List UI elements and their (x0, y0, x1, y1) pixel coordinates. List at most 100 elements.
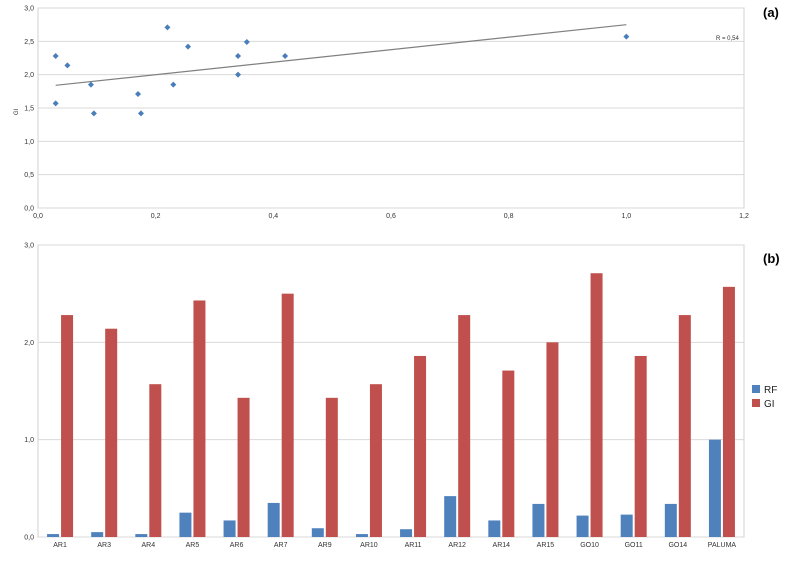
bar-gi-ar15 (546, 342, 559, 537)
scatter-y-tick-label: 1,0 (24, 139, 34, 146)
scatter-y-tick-label: 2,5 (24, 39, 34, 46)
bar-rf-ar5 (179, 512, 192, 537)
scatter-x-tick-label: 1,0 (621, 213, 631, 220)
bar-gi-go14 (678, 315, 691, 537)
scatter-y-tick-label: 3,0 (24, 6, 34, 13)
bar-x-tick-label: AR5 (186, 542, 200, 549)
bar-x-tick-label: AR7 (274, 542, 288, 549)
bar-rf-ar7 (267, 502, 280, 537)
scatter-x-tick-label: 0,0 (33, 213, 43, 220)
scatter-point (235, 71, 242, 78)
bar-x-tick-label: GO14 (668, 542, 687, 549)
bar-x-tick-label: AR14 (493, 542, 511, 549)
bar-x-tick-label: GO11 (625, 542, 643, 549)
bar-y-tick-label: 0,0 (24, 535, 34, 542)
bar-y-tick-label: 3,0 (24, 243, 34, 250)
bar-rf-ar14 (488, 520, 501, 537)
bar-x-tick-label: AR10 (360, 542, 378, 549)
bar-series (47, 273, 735, 537)
bar-x-tick-labels: AR1 AR3 AR4 AR5 AR6 AR7 AR9 AR10 AR11 AR12 AR14 AR1… (53, 542, 736, 549)
bar-rf-ar11 (400, 529, 413, 537)
bar-rf-ar4 (135, 534, 148, 537)
scatter-panel: 0,0 0,5 1,0 1,5 2,0 2,5 3,0 0,0 0,2 0,4 0,6 0,8 1,0… (14, 5, 779, 220)
bar-x-tick-label: AR3 (97, 542, 111, 549)
bar-gi-ar10 (369, 384, 382, 537)
bar-y-tick-label: 1,0 (24, 437, 34, 444)
bar-gi-ar6 (237, 397, 250, 537)
bar-x-tick-label: AR4 (142, 542, 156, 549)
scatter-trendline (55, 24, 627, 86)
bar-rf-ar3 (91, 532, 104, 537)
bar-x-tick-label: AR11 (405, 542, 422, 549)
bar-gi-go11 (634, 355, 647, 537)
legend-label-gi: GI (764, 399, 775, 410)
scatter-trendline-group (55, 24, 627, 86)
scatter-point (90, 110, 97, 117)
scatter-annotation: R = 0,54 (716, 36, 740, 42)
bar-x-tick-label: GO10 (580, 542, 599, 549)
legend-swatch-gi (752, 399, 760, 407)
bar-gi-ar3 (105, 328, 118, 537)
bar-x-tick-label: AR15 (537, 542, 555, 549)
scatter-point (64, 62, 71, 69)
scatter-x-tick-label: 0,8 (504, 213, 514, 220)
bar-gi-ar11 (414, 355, 427, 537)
scatter-point (243, 39, 250, 45)
scatter-point (87, 81, 94, 88)
scatter-point (135, 91, 142, 97)
bar-rf-ar12 (444, 496, 457, 537)
scatter-x-tick-label: 0,4 (268, 213, 278, 220)
scatter-point (52, 100, 59, 107)
bar-gi-ar9 (325, 397, 338, 537)
scatter-point (164, 24, 171, 31)
scatter-point (137, 110, 144, 117)
bar-gi-ar7 (281, 293, 294, 537)
scatter-point (185, 43, 192, 50)
bar-gi-ar14 (502, 370, 515, 537)
bar-rf-ar10 (355, 534, 368, 537)
bar-x-tick-label: AR6 (230, 542, 244, 549)
bar-rf-paluma (708, 439, 721, 537)
bar-y-ticks: 0,0 1,0 2,0 3,0 (24, 243, 34, 542)
bar-legend: RF GI (752, 385, 777, 410)
scatter-points (52, 24, 630, 117)
bar-rf-ar1 (47, 534, 60, 537)
bar-rf-ar9 (311, 528, 324, 537)
bar-x-tick-label: AR1 (53, 542, 67, 549)
scatter-point (235, 53, 242, 59)
scatter-y-axis-label: GI (14, 109, 20, 116)
scatter-y-tick-label: 2,0 (24, 72, 34, 79)
bar-gi-ar1 (61, 315, 74, 537)
bar-gi-go10 (590, 273, 603, 537)
scatter-x-tick-label: 1,2 (739, 213, 749, 220)
panel-b-label: (b) (763, 251, 780, 266)
scatter-y-tick-label: 0,5 (24, 172, 34, 179)
legend-label-rf: RF (764, 385, 777, 396)
legend-swatch-rf (752, 385, 760, 393)
panel-a-label: (a) (763, 5, 779, 20)
bar-gi-ar5 (193, 300, 206, 537)
scatter-point (623, 33, 630, 40)
scatter-point (170, 81, 177, 88)
bar-y-tick-label: 2,0 (24, 340, 34, 347)
bar-gi-ar4 (149, 384, 162, 537)
bar-gi-paluma (722, 286, 735, 537)
scatter-point (52, 53, 59, 59)
bar-x-tick-label: PALUMA (708, 542, 737, 549)
scatter-point (282, 53, 289, 59)
scatter-x-ticks: 0,0 0,2 0,4 0,6 0,8 1,0 1,2 (33, 213, 749, 220)
scatter-y-tick-label: 1,5 (24, 106, 34, 113)
bar-x-tick-label: AR12 (448, 542, 466, 549)
scatter-y-ticks: 0,0 0,5 1,0 1,5 2,0 2,5 3,0 (24, 6, 34, 213)
bar-rf-go14 (664, 503, 677, 537)
bar-rf-ar6 (223, 520, 236, 537)
bar-gi-ar12 (458, 315, 471, 537)
bar-rf-go11 (620, 514, 633, 537)
scatter-x-tick-label: 0,2 (151, 213, 161, 220)
scatter-x-tick-label: 0,6 (386, 213, 396, 220)
bar-rf-go10 (576, 515, 589, 537)
bar-panel: 0,01,02,03,0 AR1 AR3 AR4 AR5 AR6 AR7 AR9 AR10 AR… (24, 243, 779, 550)
bar-rf-ar15 (532, 503, 545, 537)
scatter-y-tick-label: 0,0 (24, 206, 34, 213)
